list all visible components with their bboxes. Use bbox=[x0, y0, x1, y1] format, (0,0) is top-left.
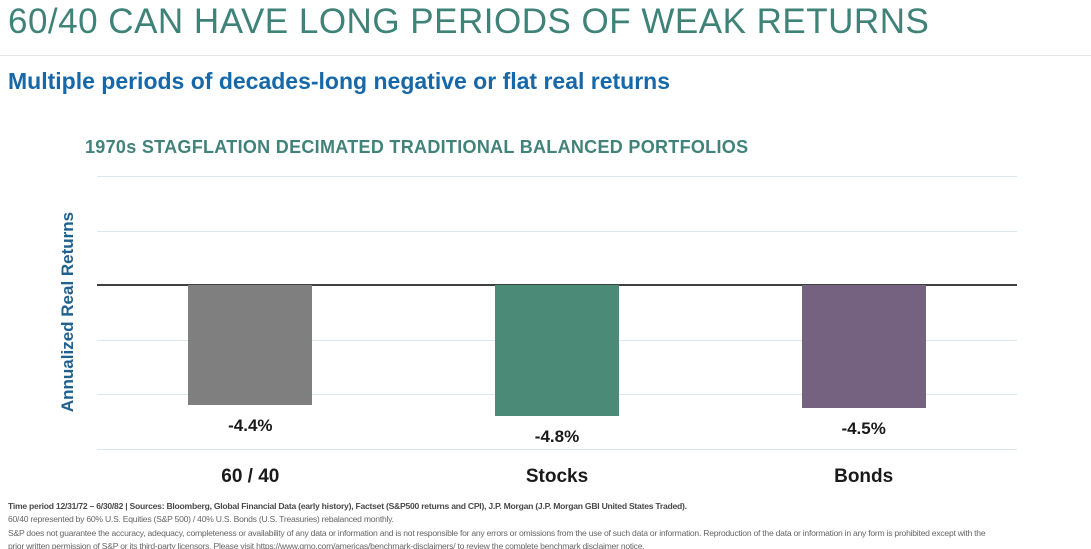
category-label-60-40: 60 / 40 bbox=[221, 466, 280, 487]
footnotes: Time period 12/31/72 – 6/30/82 | Sources… bbox=[8, 500, 1091, 549]
value-label-stocks: -4.8% bbox=[534, 427, 580, 447]
plot-area: -4.4% 60 / 40 -4.8% Stocks -4.5% Bonds bbox=[97, 176, 1017, 487]
footnote-disclaimer-2: prior written permission of S&P or its t… bbox=[8, 541, 645, 549]
value-label-60-40: -4.4% bbox=[228, 416, 273, 436]
footnote-disclaimer-1: S&P does not guarantee the accuracy, ade… bbox=[8, 527, 986, 538]
y-axis-label: Annualized Real Returns bbox=[58, 211, 77, 413]
gridline-4 bbox=[97, 176, 1017, 177]
category-label-stocks: Stocks bbox=[525, 466, 589, 487]
footnote-methodology: 60/40 represented by 60% U.S. Equities (… bbox=[8, 514, 394, 525]
gridline--6 bbox=[97, 449, 1017, 450]
chart-title: 1970s STAGFLATION DECIMATED TRADITIONAL … bbox=[85, 137, 749, 157]
value-label-bonds: -4.5% bbox=[841, 419, 886, 439]
footnote-sources: Time period 12/31/72 – 6/30/82 | Sources… bbox=[8, 501, 687, 511]
bar-bonds bbox=[801, 285, 926, 409]
category-label-bonds: Bonds bbox=[834, 466, 894, 487]
bar-stocks bbox=[495, 285, 619, 417]
bar-60-40 bbox=[188, 285, 313, 406]
page-title: 60/40 CAN HAVE LONG PERIODS OF WEAK RETU… bbox=[8, 2, 930, 41]
title-divider bbox=[0, 55, 1091, 56]
page-subtitle: Multiple periods of decades-long negativ… bbox=[8, 68, 671, 94]
gridline-2 bbox=[97, 230, 1017, 232]
